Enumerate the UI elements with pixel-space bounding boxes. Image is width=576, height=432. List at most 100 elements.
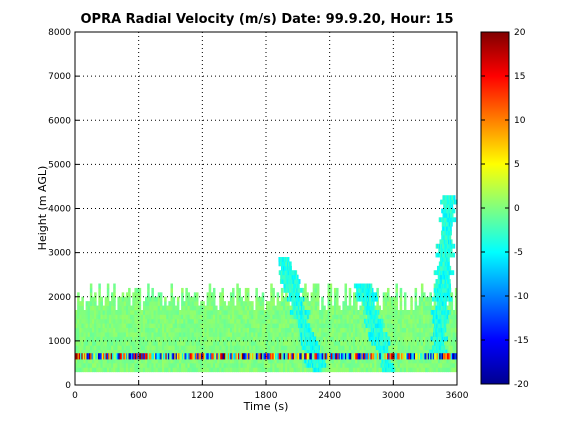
heat-cell (276, 309, 280, 315)
heat-cell (145, 336, 148, 342)
heat-cell (319, 358, 322, 364)
heat-cell (327, 287, 331, 293)
heat-cell (368, 292, 370, 298)
heat-cell (362, 292, 365, 298)
heat-cell (81, 358, 84, 364)
heat-cell (444, 327, 447, 333)
heat-cell (344, 296, 348, 302)
heat-cell (149, 345, 152, 351)
heat-cell (303, 323, 305, 329)
heat-cell (297, 279, 300, 284)
heat-cell (170, 301, 174, 306)
heat-cell (187, 362, 190, 368)
heat-cell (366, 318, 368, 324)
heat-cell (375, 323, 377, 329)
heat-cell (399, 340, 403, 346)
heat-cell (102, 349, 106, 355)
heat-cell (157, 323, 161, 329)
heat-cell (440, 261, 443, 267)
heat-cell (202, 340, 205, 346)
heat-cell (449, 283, 451, 289)
heat-cell (409, 353, 412, 360)
heat-cell (255, 358, 258, 364)
heat-cell (195, 332, 199, 337)
heat-cell (223, 358, 227, 364)
heat-cell (187, 340, 190, 346)
heat-cell (85, 314, 89, 320)
heat-cell (125, 336, 129, 342)
heat-cell (134, 353, 137, 360)
heat-cell (210, 323, 214, 329)
heat-cell (102, 318, 106, 324)
heat-cell (358, 353, 361, 360)
heat-cell (385, 332, 388, 337)
heat-cell (113, 309, 116, 315)
heat-cell (299, 318, 302, 324)
heat-cell (336, 301, 339, 306)
heat-cell (204, 314, 207, 320)
heat-cell (217, 323, 220, 329)
heat-cell (346, 353, 348, 360)
heat-cell (338, 349, 341, 355)
heat-cell (246, 314, 250, 320)
heat-cell (229, 345, 233, 351)
x-tick-label: 1800 (255, 391, 278, 401)
heat-cell (435, 340, 437, 346)
heat-cell (301, 353, 304, 360)
heat-cell (375, 314, 378, 320)
heat-cell (179, 353, 181, 360)
heat-cell (429, 323, 432, 329)
heat-cell (445, 195, 448, 201)
heat-cell (407, 353, 409, 360)
heat-cell (125, 296, 129, 302)
heat-cell (238, 305, 241, 311)
heat-cell (429, 367, 432, 373)
heat-cell (287, 362, 290, 368)
heat-cell (282, 261, 285, 267)
heat-cell (253, 327, 256, 333)
heat-cell (75, 358, 78, 364)
heat-cell (440, 367, 443, 373)
heat-cell (319, 340, 322, 346)
heat-cell (261, 362, 265, 368)
heat-cell (199, 353, 202, 360)
heat-cell (162, 309, 165, 315)
heat-cell (166, 314, 169, 320)
colorbar-gradient (480, 31, 510, 385)
heat-cell (296, 279, 299, 284)
heat-cell (333, 305, 337, 311)
heat-cell (318, 367, 321, 373)
heat-cell (292, 292, 295, 298)
heat-cell (340, 367, 343, 373)
heat-cell (303, 318, 306, 324)
heat-cell (121, 349, 125, 355)
heat-cell (452, 314, 456, 320)
heat-cell (449, 252, 451, 258)
heat-cell (397, 358, 401, 364)
heat-cell (365, 323, 367, 329)
heat-cell (178, 332, 182, 337)
heat-cell (338, 358, 341, 364)
heat-cell (293, 358, 297, 364)
heat-cell (434, 349, 436, 355)
heat-cell (445, 212, 448, 218)
heat-cell (449, 353, 451, 360)
heat-cell (253, 353, 255, 360)
heat-cell (452, 199, 455, 205)
heat-cell (295, 305, 298, 311)
heat-cell (270, 301, 273, 306)
heat-cell (447, 226, 449, 231)
heat-cell (195, 336, 199, 342)
heat-cell (85, 332, 89, 337)
heat-cell (296, 305, 299, 311)
heat-cell (145, 314, 148, 320)
heat-cell (297, 318, 300, 324)
heat-cell (142, 340, 146, 346)
heat-cell (268, 332, 271, 337)
heat-cell (432, 353, 435, 360)
heat-cell (117, 336, 120, 342)
heat-cell (278, 301, 282, 306)
heat-cell (208, 287, 212, 293)
heat-cell (285, 305, 288, 311)
heat-cell (363, 292, 366, 298)
